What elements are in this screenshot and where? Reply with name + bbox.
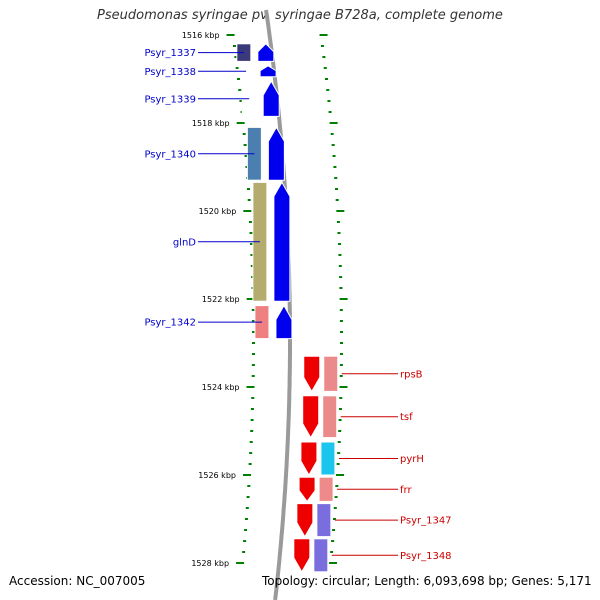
gene-label-Psyr_1348: Psyr_1348: [400, 551, 452, 562]
gene-arrow-Psyr_1347: [296, 503, 314, 538]
cog-box-frr: [318, 476, 334, 502]
gene-label-Psyr_1342: Psyr_1342: [144, 318, 196, 329]
gene-label-frr: frr: [400, 485, 412, 496]
gene-arrow-tsf: [302, 395, 320, 439]
gene-labels: Psyr_1337 Psyr_1338 Psyr_1339 Psyr_1340 glnD…: [144, 48, 451, 562]
tick-label: 1520 kbp: [199, 207, 237, 216]
cog-box-Psyr_1348: [313, 538, 329, 573]
gene-arrow-Psyr_1340: [267, 126, 285, 181]
gene-label-glnD: glnD: [173, 237, 196, 248]
scale-ticks: 1516 kbp 1518 kbp 1520 kbp 1522 kbp 1524 kbp…: [182, 31, 348, 568]
gene-label-Psyr_1338: Psyr_1338: [144, 67, 196, 78]
gene-label-Psyr_1340: Psyr_1340: [144, 149, 196, 160]
cog-box-rpsB: [323, 355, 339, 392]
cog-box-tsf: [322, 395, 338, 439]
gene-arrow-Psyr_1337: [257, 43, 275, 62]
gene-label-Psyr_1337: Psyr_1337: [144, 48, 196, 59]
tick-label: 1518 kbp: [192, 119, 230, 128]
gene-arrow-Psyr_1339: [262, 80, 280, 117]
gene-arrow-frr: [298, 476, 316, 503]
tick-label: 1522 kbp: [202, 295, 240, 304]
cog-box-Psyr_1347: [316, 503, 332, 538]
tick-label: 1524 kbp: [202, 383, 240, 392]
gene-label-pyrH: pyrH: [400, 454, 424, 465]
gene-label-Psyr_1339: Psyr_1339: [144, 94, 196, 105]
gene-label-rpsB: rpsB: [400, 369, 423, 380]
gene-arrow-pyrH: [300, 441, 318, 477]
accession-text: Accession: NC_007005: [9, 574, 146, 588]
gene-arrow-rpsB: [303, 355, 321, 393]
cog-track: [236, 43, 339, 573]
gene-label-Psyr_1347: Psyr_1347: [400, 516, 452, 527]
tick-label: 1526 kbp: [198, 471, 236, 480]
gene-arrow-Psyr_1342: [275, 304, 293, 340]
map-title: Pseudomonas syringae pv. syringae B728a,…: [97, 8, 503, 23]
gene-arrow-Psyr_1338: [259, 65, 277, 78]
gene-arrow-glnD: [273, 181, 291, 302]
tick-label: 1516 kbp: [182, 31, 220, 40]
cog-box-pyrH: [320, 441, 336, 476]
gene-arrow-Psyr_1348: [293, 538, 311, 573]
gene-label-tsf: tsf: [400, 412, 413, 423]
gene-track: [257, 43, 321, 573]
tick-label: 1528 kbp: [191, 559, 229, 568]
topology-text: Topology: circular; Length: 6,093,698 bp…: [262, 574, 592, 588]
